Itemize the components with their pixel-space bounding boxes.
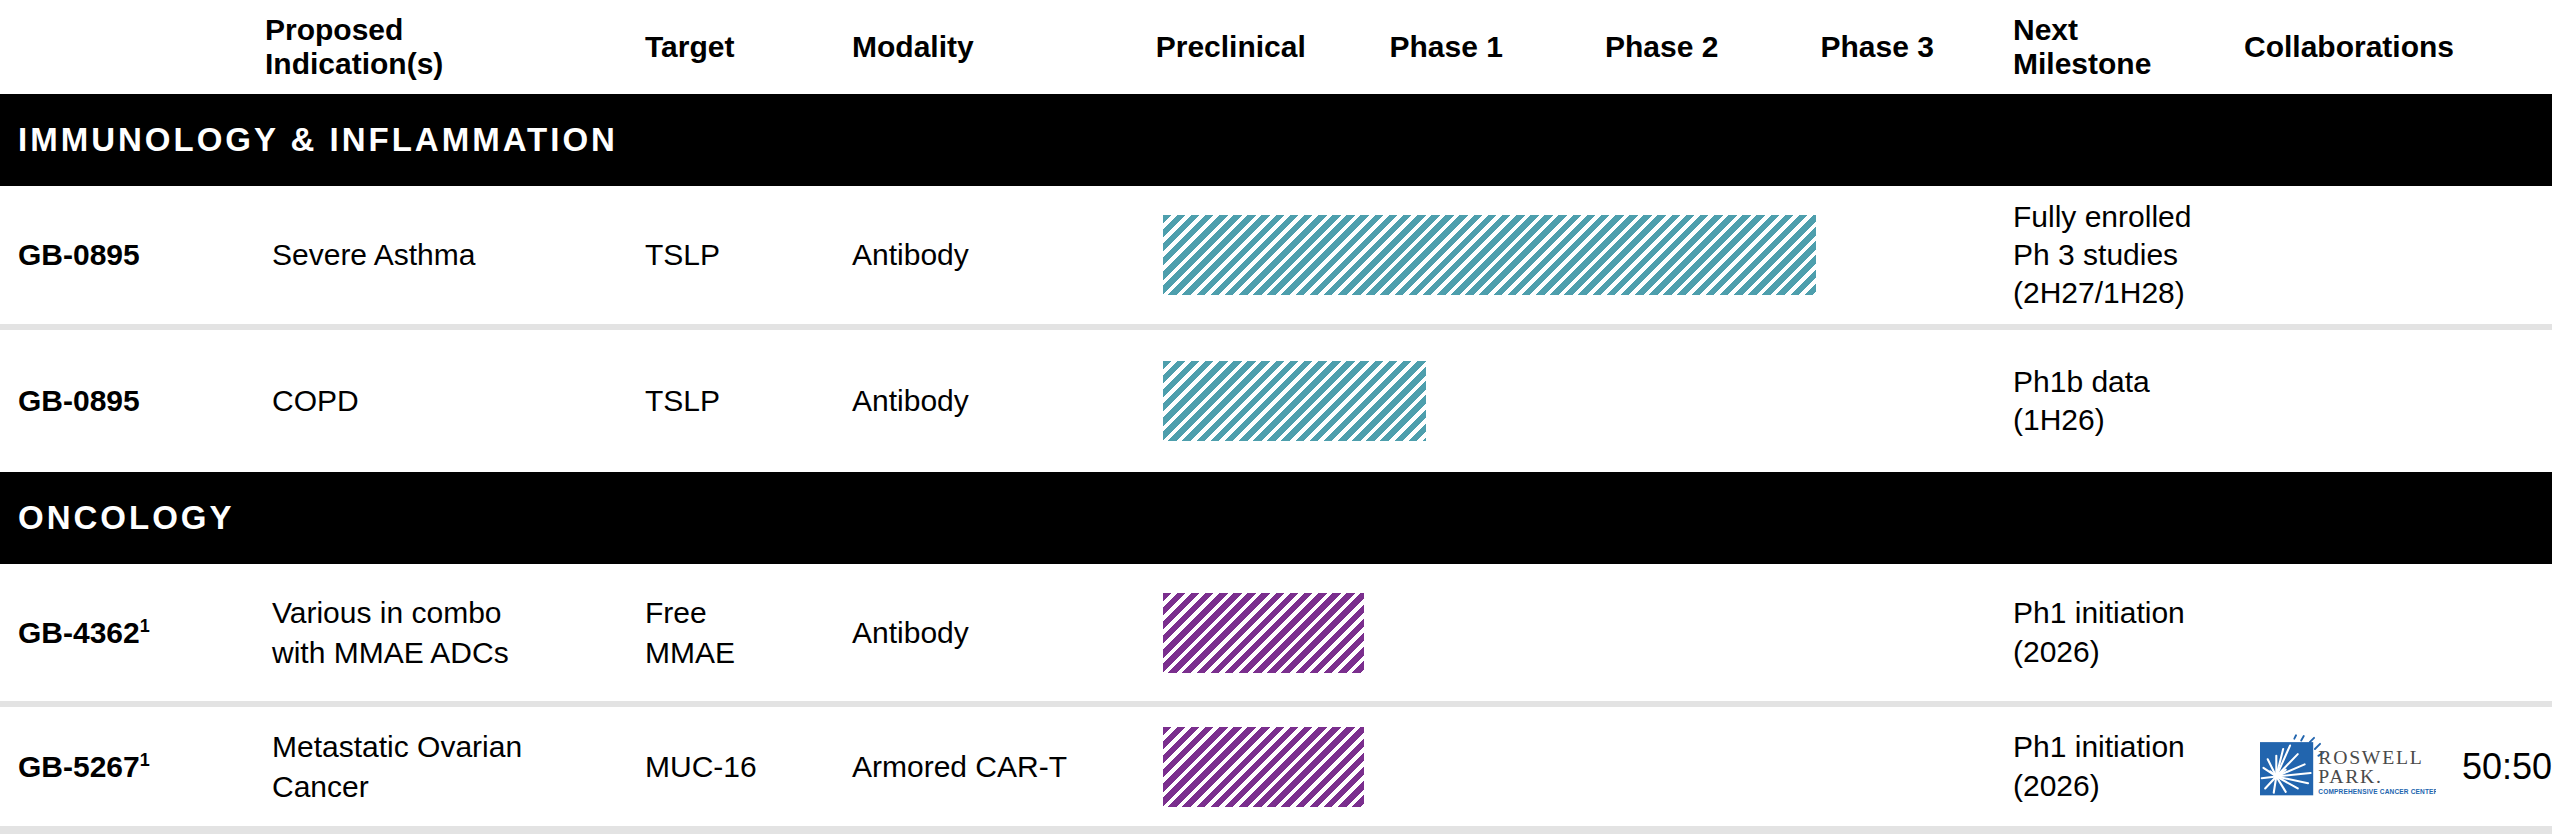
- header-phase-2: Phase 2: [1554, 30, 1770, 64]
- modality: Antibody: [840, 330, 1123, 472]
- section-header-immunology-inflammation: IMMUNOLOGY & INFLAMMATION: [0, 94, 2552, 186]
- header-next-milestone: Next Milestone: [1985, 0, 2240, 94]
- phase-progress-bar: [1163, 215, 1816, 295]
- modality: Antibody: [840, 564, 1123, 701]
- table-row-gb0895-copd: GB-0895 COPD TSLP Antibody Ph1b data (1H…: [0, 330, 2552, 472]
- section-header-oncology: ONCOLOGY: [0, 472, 2552, 564]
- header-collaborations: Collaborations: [2240, 0, 2552, 94]
- indication: Various in combo with MMAE ADCs: [265, 564, 630, 701]
- table-row-gb5267: GB-52671 Metastatic Ovarian Cancer MUC-1…: [0, 707, 2552, 826]
- phase-track: [1123, 186, 1985, 324]
- phase-track: [1123, 564, 1985, 701]
- header-proposed-indications: Proposed Indication(s): [265, 0, 630, 94]
- footnote-marker: 1: [140, 750, 150, 770]
- table-header: Proposed Indication(s) Target Modality P…: [0, 0, 2552, 94]
- header-id-column: [0, 0, 265, 94]
- next-milestone: Ph1b data (1H26): [1985, 330, 2240, 472]
- indication: Metastatic Ovarian Cancer: [265, 707, 630, 826]
- phase-progress-bar: [1163, 361, 1426, 441]
- header-phase-1: Phase 1: [1339, 30, 1555, 64]
- phase-track: [1123, 330, 1985, 472]
- phase-progress-bar: [1163, 593, 1364, 673]
- pipeline-table: Proposed Indication(s) Target Modality P…: [0, 0, 2552, 834]
- table-row-gb4362: GB-43621 Various in combo with MMAE ADCs…: [0, 564, 2552, 701]
- header-modality: Modality: [840, 0, 1123, 94]
- table-row-gb0895-severe-asthma: GB-0895 Severe Asthma TSLP Antibody Full…: [0, 186, 2552, 324]
- target: Free MMAE: [630, 564, 840, 701]
- collaboration: [2240, 330, 2552, 472]
- target: TSLP: [630, 330, 840, 472]
- phase-progress-bar: [1163, 727, 1364, 807]
- collaboration-ratio: 50:50: [2462, 746, 2552, 788]
- header-phase-columns: Preclinical Phase 1 Phase 2 Phase 3: [1123, 0, 1985, 94]
- logo-square: [2260, 742, 2313, 795]
- collaboration: [2240, 564, 2552, 701]
- indication: COPD: [265, 330, 630, 472]
- target: MUC-16: [630, 707, 840, 826]
- modality: Armored CAR-T: [840, 707, 1123, 826]
- next-milestone: Ph1 initiation (2026): [1985, 707, 2240, 826]
- program-id: GB-52671: [0, 707, 265, 826]
- roswell-park-logo: ROSWELL PARK. COMPREHENSIVE CANCER CENTE…: [2260, 730, 2436, 804]
- modality: Antibody: [840, 186, 1123, 324]
- logo-text-park: PARK.: [2318, 765, 2382, 787]
- target: TSLP: [630, 186, 840, 324]
- program-id: GB-43621: [0, 564, 265, 701]
- header-preclinical: Preclinical: [1123, 30, 1339, 64]
- indication: Severe Asthma: [265, 186, 630, 324]
- header-target: Target: [630, 0, 840, 94]
- bottom-divider: [0, 826, 2552, 834]
- phase-track: [1123, 707, 1985, 826]
- footnote-marker: 1: [140, 616, 150, 636]
- header-phase-3: Phase 3: [1770, 30, 1986, 64]
- collaboration: [2240, 186, 2552, 324]
- program-id: GB-0895: [0, 186, 265, 324]
- next-milestone: Ph1 initiation (2026): [1985, 564, 2240, 701]
- next-milestone: Fully enrolled Ph 3 studies (2H27/1H28): [1985, 186, 2240, 324]
- logo-tagline: COMPREHENSIVE CANCER CENTER: [2318, 788, 2436, 795]
- collaboration: ROSWELL PARK. COMPREHENSIVE CANCER CENTE…: [2240, 707, 2552, 826]
- program-id: GB-0895: [0, 330, 265, 472]
